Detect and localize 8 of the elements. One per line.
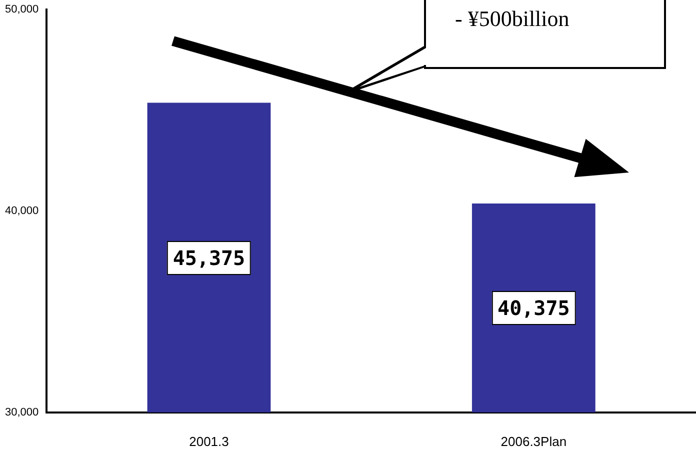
x-tick-label: 2001.3: [189, 434, 229, 449]
y-tick-label: 30,000: [4, 406, 39, 418]
y-tick-label: 40,000: [4, 205, 39, 218]
data-label: 45,375: [166, 240, 252, 275]
data-label: 40,375: [492, 290, 576, 325]
annotation: - ¥500billion: [454, 5, 570, 33]
x-tick-label: 2006.3Plan: [500, 434, 567, 449]
y-tick-label: 50,000: [4, 4, 39, 16]
